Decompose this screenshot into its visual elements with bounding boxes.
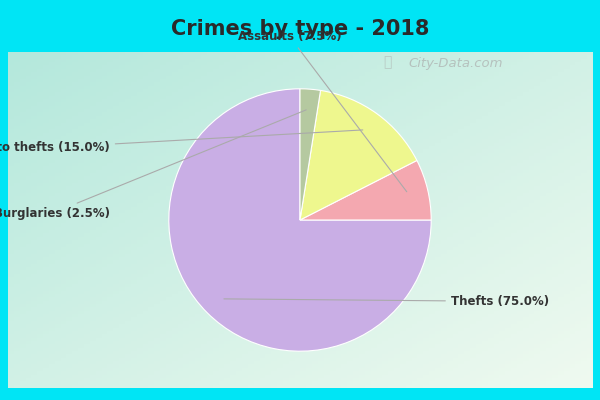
Text: City-Data.com: City-Data.com <box>408 58 503 70</box>
Text: ⓘ: ⓘ <box>383 55 391 69</box>
Text: Auto thefts (15.0%): Auto thefts (15.0%) <box>0 130 363 154</box>
Text: Burglaries (2.5%): Burglaries (2.5%) <box>0 110 306 220</box>
Text: Thefts (75.0%): Thefts (75.0%) <box>224 295 549 308</box>
Text: Crimes by type - 2018: Crimes by type - 2018 <box>171 18 429 39</box>
Wedge shape <box>300 160 431 220</box>
Wedge shape <box>300 89 320 220</box>
Wedge shape <box>300 90 417 220</box>
Text: Assaults (7.5%): Assaults (7.5%) <box>238 30 407 192</box>
Wedge shape <box>169 89 431 351</box>
